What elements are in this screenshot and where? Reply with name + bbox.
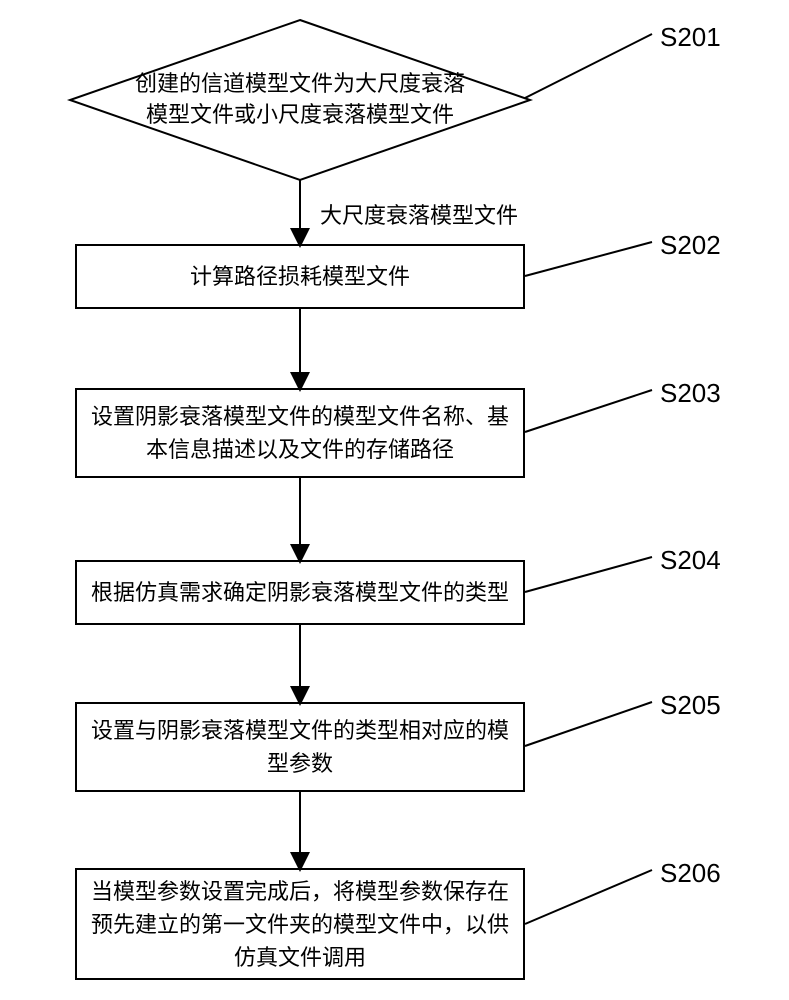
arrow-s201-s202 [0,0,789,1000]
flowchart-canvas: 创建的信道模型文件为大尺度衰落 模型文件或小尺度衰落模型文件 计算路径损耗模型文… [0,0,789,1000]
